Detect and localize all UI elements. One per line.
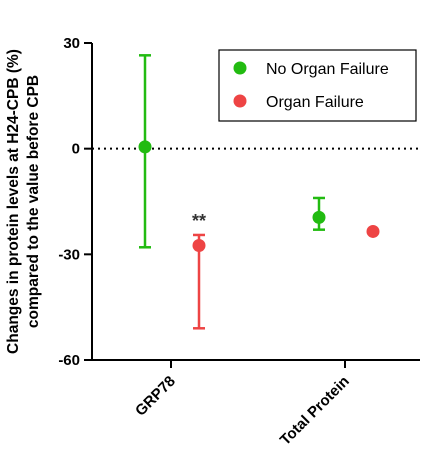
data-point-group <box>138 54 152 249</box>
legend-marker <box>233 61 247 75</box>
x-tick-label: Total Protein <box>277 373 353 449</box>
chart-marks: ** <box>138 54 380 330</box>
x-tick-label: GRP78 <box>132 373 179 420</box>
legend-label: Organ Failure <box>266 94 364 111</box>
data-point-group <box>312 196 326 231</box>
legend: No Organ Failure Organ Failure <box>218 49 417 122</box>
y-axis-label-line: Changes in protein levels at H24-CPB (%) <box>5 49 22 354</box>
y-tick-label: -30 <box>58 246 80 263</box>
data-point <box>138 140 152 154</box>
y-tick-label: 0 <box>72 141 80 158</box>
legend-box <box>218 49 417 122</box>
data-point-group <box>192 233 206 330</box>
data-point <box>192 239 206 253</box>
y-axis-label-line: compared to the value before CPB <box>25 75 42 328</box>
y-tick-label: 30 <box>63 35 80 52</box>
legend-label: No Organ Failure <box>266 61 389 78</box>
data-point-group <box>366 224 380 238</box>
legend-marker <box>233 94 247 108</box>
legend-item: Organ Failure <box>233 94 364 111</box>
y-axis-title: Changes in protein levels at H24-CPB (%)… <box>5 49 42 354</box>
significance-annotation: ** <box>192 211 206 231</box>
data-point <box>366 224 380 238</box>
y-tick-label: -60 <box>58 352 80 369</box>
data-point <box>312 210 326 224</box>
legend-item: No Organ Failure <box>233 61 389 78</box>
